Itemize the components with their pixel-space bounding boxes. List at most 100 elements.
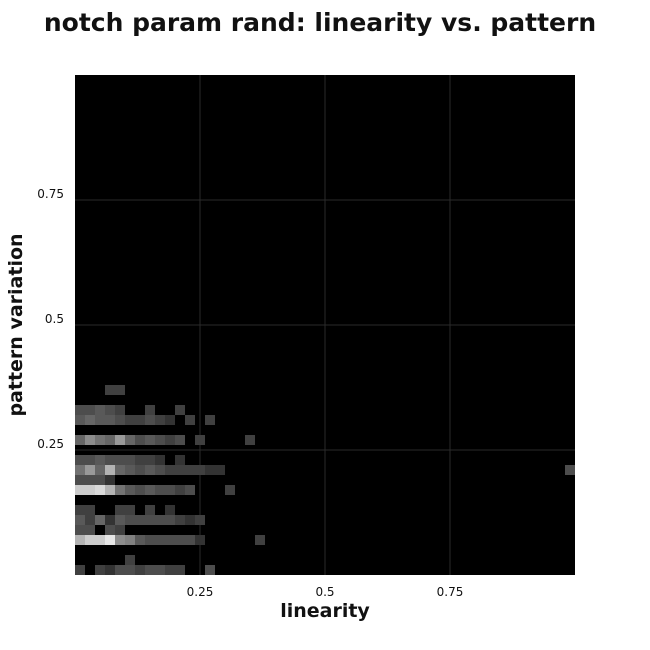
heatmap-cell [105,515,115,525]
heatmap-cell [125,565,135,575]
heatmap-cell [205,465,215,475]
heatmap-cell [145,435,155,445]
heatmap-cell [215,465,225,475]
heatmap-cell [85,475,95,485]
grid-lines [75,75,575,575]
heatmap-cell [75,415,85,425]
heatmap-cell [135,455,145,465]
heatmap-cell [95,415,105,425]
heatmap-cell [85,435,95,445]
heatmap-cell [125,465,135,475]
heatmap-cell [115,455,125,465]
y-tick-label: 0.75 [37,187,64,201]
heatmap-cell [165,485,175,495]
heatmap-cell [115,385,125,395]
heatmap-cell [195,535,205,545]
heatmap-cell [75,475,85,485]
x-tick-label: 0.25 [187,585,214,599]
heatmap-cell [185,415,195,425]
heatmap-cell [205,565,215,575]
heatmap-cell [165,415,175,425]
heatmap-cell [225,485,235,495]
heatmap-cell [75,515,85,525]
heatmap-cell [105,475,115,485]
heatmap-cell [175,435,185,445]
heatmap-cell [95,485,105,495]
heatmap-cell [125,535,135,545]
heatmap-cell [175,405,185,415]
heatmap-cell [185,535,195,545]
x-tick-label: 0.75 [437,585,464,599]
heatmap-cell [135,415,145,425]
heatmap-cell [145,465,155,475]
heatmap-cell [145,485,155,495]
heatmap-cell [95,405,105,415]
chart-title: notch param rand: linearity vs. pattern [43,8,597,37]
heatmap-cell [125,435,135,445]
heatmap-cell [135,565,145,575]
heatmap-cell [85,535,95,545]
heatmap-cell [75,435,85,445]
heatmap-cell [565,465,575,475]
heatmap-cell [115,505,125,515]
heatmap-cell [95,515,105,525]
heatmap-cell [105,485,115,495]
heatmap-cell [125,505,135,515]
heatmap-cell [95,465,105,475]
heatmap-cell [105,435,115,445]
heatmap-cell [95,435,105,445]
heatmap-cell [175,465,185,475]
heatmap-cell [145,455,155,465]
heatmap-cell [95,565,105,575]
heatmap-cell [165,565,175,575]
heatmap-cell [155,485,165,495]
heatmap-cell [85,455,95,465]
heatmap-cell [75,405,85,415]
heatmap-cell [85,485,95,495]
heatmap-cell [255,535,265,545]
heatmap-cell [135,535,145,545]
heatmap-cell [155,465,165,475]
heatmap-cell [195,515,205,525]
heatmap-cell [135,465,145,475]
heatmap-cell [195,435,205,445]
heatmap-cell [85,415,95,425]
heatmap-cell [125,455,135,465]
heatmap-cell [75,565,85,575]
heatmap-cell [155,415,165,425]
heatmap-cell [245,435,255,445]
heatmap-cell [185,515,195,525]
heatmap-cell [135,435,145,445]
heatmap-cell [75,455,85,465]
heatmap-cell [95,475,105,485]
heatmap-cell [115,465,125,475]
heatmap-cell [145,515,155,525]
heatmap-cell [105,535,115,545]
y-tick-label: 0.25 [37,437,64,451]
heatmap-cell [115,565,125,575]
heatmap-cell [85,465,95,475]
heatmap-cell [155,435,165,445]
heatmap-cell [125,485,135,495]
heatmap-cell [105,565,115,575]
heatmap-cell [105,385,115,395]
heatmap-cell [165,465,175,475]
heatmap-cell [175,565,185,575]
heatmap-cell [165,435,175,445]
y-tick-label: 0.5 [45,312,64,326]
heatmap-cell [115,535,125,545]
heatmap-cell [115,485,125,495]
heatmap-cell [105,525,115,535]
heatmap-cell [75,535,85,545]
heatmap-cell [115,435,125,445]
heatmap-cell [175,455,185,465]
heatmap-cell [75,525,85,535]
heatmap-cell [75,485,85,495]
heatmap-cell [105,405,115,415]
heatmap-cell [155,455,165,465]
heatmap-cell [115,415,125,425]
y-axis-label: pattern variation [5,233,27,417]
heatmap-cell [85,515,95,525]
heatmap-cell [105,415,115,425]
